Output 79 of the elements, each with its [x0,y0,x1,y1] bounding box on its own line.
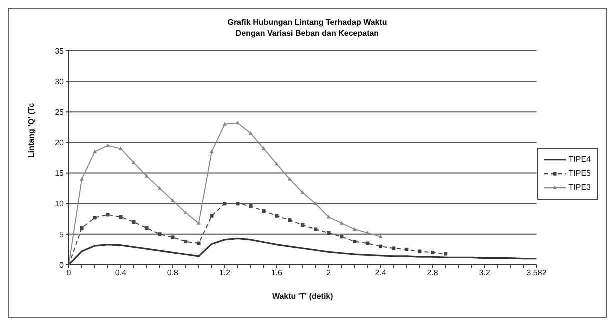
point [444,252,448,256]
point [210,150,214,154]
point [353,240,357,244]
point [196,221,201,225]
point [210,214,214,218]
point [366,242,370,246]
y-tick-label: 10 [55,200,65,209]
point [145,226,149,230]
point [236,120,240,125]
chart-subtitle: Dengan Variasi Beban dan Kecepatan [234,28,380,39]
y-tick-label: 20 [55,138,65,148]
point [222,122,227,126]
point [352,227,357,232]
point [132,160,136,164]
x-tick-label: 1.2 [219,268,232,278]
point [274,162,279,166]
point [132,220,136,224]
point [223,202,227,206]
point [158,186,162,190]
point [80,177,84,181]
point [80,226,84,230]
point [171,236,175,240]
point [326,215,331,219]
x-tick-label: 1.6 [271,268,284,278]
x-tick-label: 3.2 [479,268,491,278]
point [288,218,292,222]
y-tick-label: 15 [55,169,65,178]
point [314,228,318,232]
x-axis-title: Waktu 'T' (detik) [272,292,334,301]
x-tick-label: 2 [326,268,332,278]
point [197,242,201,246]
line-series [69,120,383,265]
point [262,209,266,213]
point [340,221,344,225]
y-tick-label: 0 [60,260,65,270]
point [392,246,396,250]
y-tick-label: 25 [55,108,65,117]
point [275,214,279,218]
point [106,213,110,217]
x-tick-label: 0 [66,268,72,278]
y-tick-label: 5 [60,230,65,240]
y-tick-label: 35 [55,46,65,56]
point [249,204,253,208]
x-tick-label: 2.8 [427,268,439,278]
x-tick-label: 0.8 [167,268,180,278]
point [118,146,123,150]
point [378,234,383,238]
x-tick-label: 3.582 [526,268,548,278]
point [366,231,370,235]
point [184,210,188,215]
point [431,250,435,255]
point [170,198,175,202]
y-tick-label: 30 [55,77,65,86]
point [92,150,97,154]
point [262,146,266,150]
chart-title: Grafik Hubungan Lintang Terhadap Waktu [226,17,388,28]
x-tick-label: 2.4 [375,268,387,278]
point [106,144,110,148]
point [236,202,240,206]
y-axis-title: Lintang 'Q' (Tc [26,102,36,158]
point [300,190,305,194]
point [288,177,292,181]
point [405,248,409,252]
point [379,244,383,248]
point [301,223,305,228]
point [184,240,188,244]
x-tick-label: 0.4 [115,268,128,278]
point [158,232,162,236]
legend-label: TIPE5 [568,168,591,180]
point [327,231,331,236]
point [418,250,422,254]
point [340,235,344,239]
legend-label: TIPE3 [568,182,591,194]
legend-label: TIPE4 [568,154,591,166]
point [144,174,149,178]
point [119,216,123,220]
point [93,216,97,220]
point [248,131,253,136]
point [314,202,318,206]
